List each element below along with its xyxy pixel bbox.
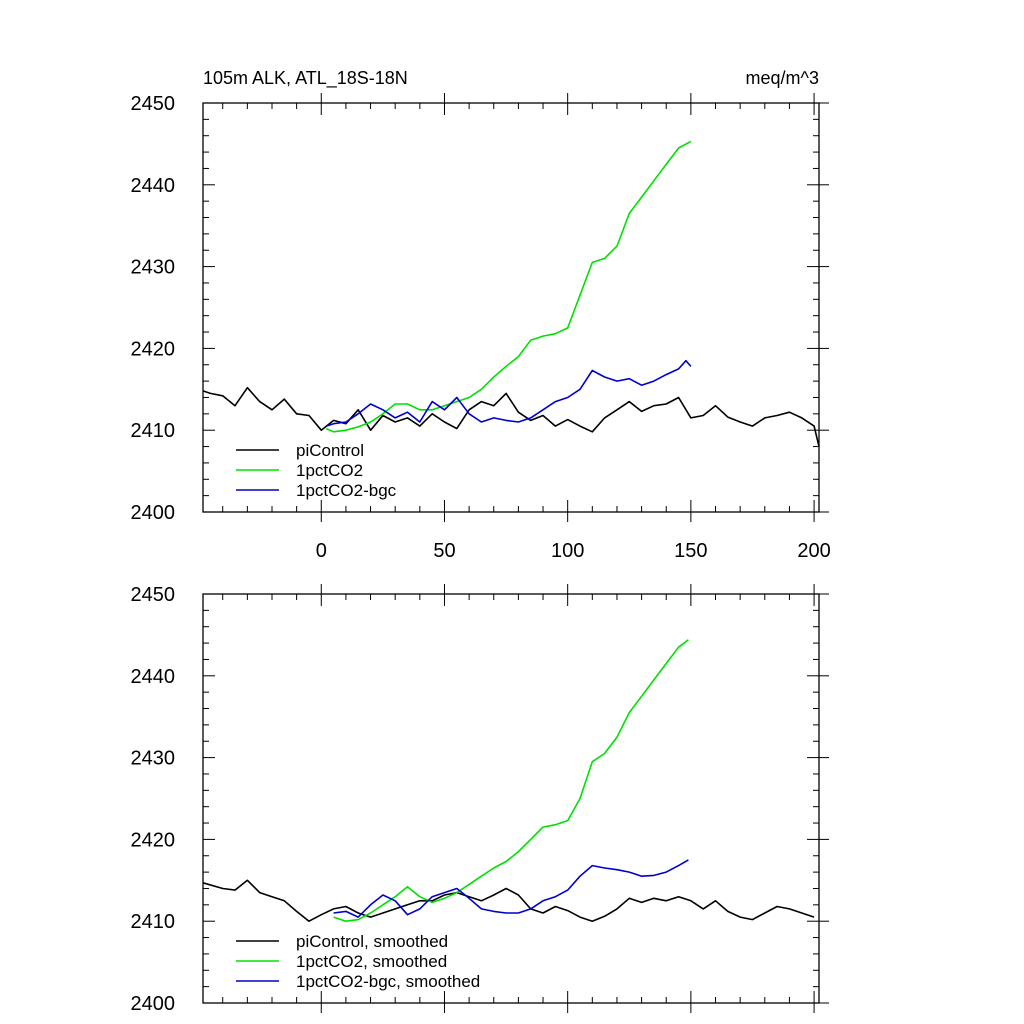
p1-series-line-0 xyxy=(202,879,815,923)
p1-y-tick-label: 2430 xyxy=(131,748,176,770)
p0-x-tick-label: 200 xyxy=(797,540,830,562)
p0-y-tick-label: 2430 xyxy=(131,257,176,279)
p1-plot-frame xyxy=(202,593,820,1004)
p1-legend-label: piControl, smoothed xyxy=(296,932,448,951)
p0-units-label: meq/m^3 xyxy=(746,68,819,88)
p0-legend-label: 1pctCO2-bgc xyxy=(296,481,397,500)
p0-y-tick-label: 2410 xyxy=(131,420,176,442)
p1-y-tick-label: 2420 xyxy=(131,829,176,851)
p0-plot-frame xyxy=(202,102,820,513)
p1-y-tick-label: 2440 xyxy=(131,666,176,688)
p0-y-tick-label: 2450 xyxy=(131,93,176,115)
p0-x-tick-label: 150 xyxy=(674,540,707,562)
p1-y-tick-label: 2450 xyxy=(131,584,176,606)
p0-series-line-1 xyxy=(325,140,692,433)
p1-series-line-1 xyxy=(333,639,689,923)
top-panel: 2400 2410 2420 2430 2440 2450 0 50 100 150 200 105m… xyxy=(131,68,831,562)
p0-chart-title: 105m ALK, ATL_18S-18N xyxy=(203,68,408,89)
bottom-panel: 2400 2410 2420 2430 2440 2450 piControl, smoot… xyxy=(131,584,829,1015)
p1-legend-label: 1pctCO2-bgc, smoothed xyxy=(296,972,480,991)
p0-y-tick-label: 2420 xyxy=(131,338,176,360)
p1-legend-label: 1pctCO2, smoothed xyxy=(296,952,447,971)
p0-x-tick-label: 50 xyxy=(433,540,455,562)
p1-series-line-2 xyxy=(333,859,689,918)
p0-legend-label: 1pctCO2 xyxy=(296,461,363,480)
p0-y-tick-label: 2440 xyxy=(131,175,176,197)
p0-series-line-2 xyxy=(325,359,692,427)
p0-y-tick-label: 2400 xyxy=(131,502,176,524)
p0-legend-label: piControl xyxy=(296,441,364,460)
p1-y-tick-label: 2410 xyxy=(131,911,176,933)
p1-y-tick-label: 2400 xyxy=(131,993,176,1015)
p0-x-tick-label: 0 xyxy=(316,540,327,562)
p0-x-tick-label: 100 xyxy=(551,540,584,562)
p0-series-line-0 xyxy=(202,386,820,447)
